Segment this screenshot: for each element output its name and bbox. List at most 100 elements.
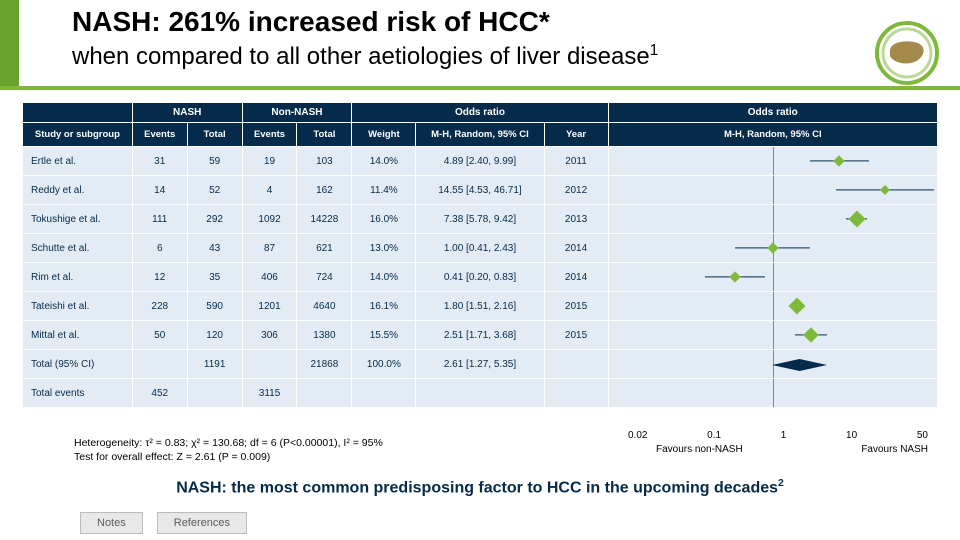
data-cell: 11.4% [352,176,416,205]
data-cell: 2012 [544,176,608,205]
forest-plot-cell [608,147,937,176]
data-cell: 120 [187,321,242,350]
group-header: Odds ratio [608,103,937,123]
table-row: Mittal et al.50120306138015.5%2.51 [1.71… [23,321,938,350]
data-cell: 59 [187,147,242,176]
data-cell [544,350,608,379]
point-marker [834,155,845,166]
data-cell [297,379,352,408]
heterogeneity-line1: Heterogeneity: τ² = 0.83; χ² = 130.68; d… [74,436,383,450]
conclusion-sup: 2 [778,478,784,489]
forest-plot-cell [608,350,937,379]
data-cell: 111 [132,205,187,234]
data-cell: 14228 [297,205,352,234]
column-header: Study or subgroup [23,123,133,147]
axis-tick: 1 [781,430,787,441]
group-header: NASH [132,103,242,123]
data-cell: 2.51 [1.71, 3.68] [416,321,544,350]
conclusion-text: NASH: the most common predisposing facto… [0,478,960,497]
data-cell: 16.0% [352,205,416,234]
data-cell: 1092 [242,205,297,234]
axis-tick: 0.1 [707,430,721,441]
data-cell [544,379,608,408]
column-header: Events [242,123,297,147]
data-cell: 14.55 [4.53, 46.71] [416,176,544,205]
data-cell: 100.0% [352,350,416,379]
data-cell: 3115 [242,379,297,408]
table-row: Tateishi et al.2285901201464016.1%1.80 [… [23,292,938,321]
data-cell: 1.80 [1.51, 2.16] [416,292,544,321]
study-name: Reddy et al. [23,176,133,205]
table-row: Rim et al.123540672414.0%0.41 [0.20, 0.8… [23,263,938,292]
data-cell: 2013 [544,205,608,234]
axis-tick: 50 [917,430,928,441]
point-marker [730,271,741,282]
point-marker [789,298,806,315]
column-header: M-H, Random, 95% CI [608,123,937,147]
data-cell: 52 [187,176,242,205]
point-marker [804,327,820,343]
heterogeneity-text: Heterogeneity: τ² = 0.83; χ² = 130.68; d… [74,436,383,464]
data-cell [187,379,242,408]
references-button[interactable]: References [157,512,247,534]
data-cell: 2014 [544,263,608,292]
data-cell: 7.38 [5.78, 9.42] [416,205,544,234]
forest-plot-cell [608,292,937,321]
group-header [23,103,133,123]
data-cell: 13.0% [352,234,416,263]
data-cell: 1.00 [0.41, 2.43] [416,234,544,263]
column-header: Total [297,123,352,147]
favours-labels: Favours non-NASH Favours NASH [628,444,928,455]
table-row: Ertle et al.31591910314.0%4.89 [2.40, 9.… [23,147,938,176]
data-cell: 14.0% [352,147,416,176]
column-header: Events [132,123,187,147]
axis-tick: 10 [846,430,857,441]
data-cell: 103 [297,147,352,176]
data-cell: 1201 [242,292,297,321]
data-cell: 406 [242,263,297,292]
heterogeneity-line2: Test for overall effect: Z = 2.61 (P = 0… [74,450,383,464]
data-cell: 12 [132,263,187,292]
footer-buttons: Notes References [80,512,247,534]
events-row: Total events4523115 [23,379,938,408]
data-cell: 35 [187,263,242,292]
data-cell: 50 [132,321,187,350]
notes-button[interactable]: Notes [80,512,143,534]
total-row: Total (95% CI)119121868100.0%2.61 [1.27,… [23,350,938,379]
data-cell: 87 [242,234,297,263]
data-cell: 43 [187,234,242,263]
table-row: Schutte et al.6438762113.0%1.00 [0.41, 2… [23,234,938,263]
liver-logo [872,18,942,88]
data-cell: 16.1% [352,292,416,321]
data-cell: Total (95% CI) [23,350,133,379]
data-cell [352,379,416,408]
data-cell: 14 [132,176,187,205]
data-cell: 21868 [297,350,352,379]
column-header: Year [544,123,608,147]
subtitle-sup: 1 [650,42,659,59]
data-cell: 162 [297,176,352,205]
data-cell: 2014 [544,234,608,263]
data-cell: 15.5% [352,321,416,350]
data-cell: 4 [242,176,297,205]
page-subtitle: when compared to all other aetiologies o… [72,42,658,71]
data-cell: 6 [132,234,187,263]
point-marker [767,242,778,253]
study-name: Mittal et al. [23,321,133,350]
data-cell: 590 [187,292,242,321]
forest-plot-cell [608,263,937,292]
data-cell: 2015 [544,321,608,350]
forest-plot-cell [608,176,937,205]
data-cell: Total events [23,379,133,408]
forest-plot-cell [608,205,937,234]
data-cell [242,350,297,379]
data-cell [132,350,187,379]
forest-table: NASHNon-NASHOdds ratioOdds ratio Study o… [22,102,938,408]
data-cell: 2.61 [1.27, 5.35] [416,350,544,379]
column-header: M-H, Random, 95% CI [416,123,544,147]
study-name: Tokushige et al. [23,205,133,234]
point-marker [880,185,890,195]
table-row: Tokushige et al.11129210921422816.0%7.38… [23,205,938,234]
data-cell: 2015 [544,292,608,321]
data-cell: 306 [242,321,297,350]
